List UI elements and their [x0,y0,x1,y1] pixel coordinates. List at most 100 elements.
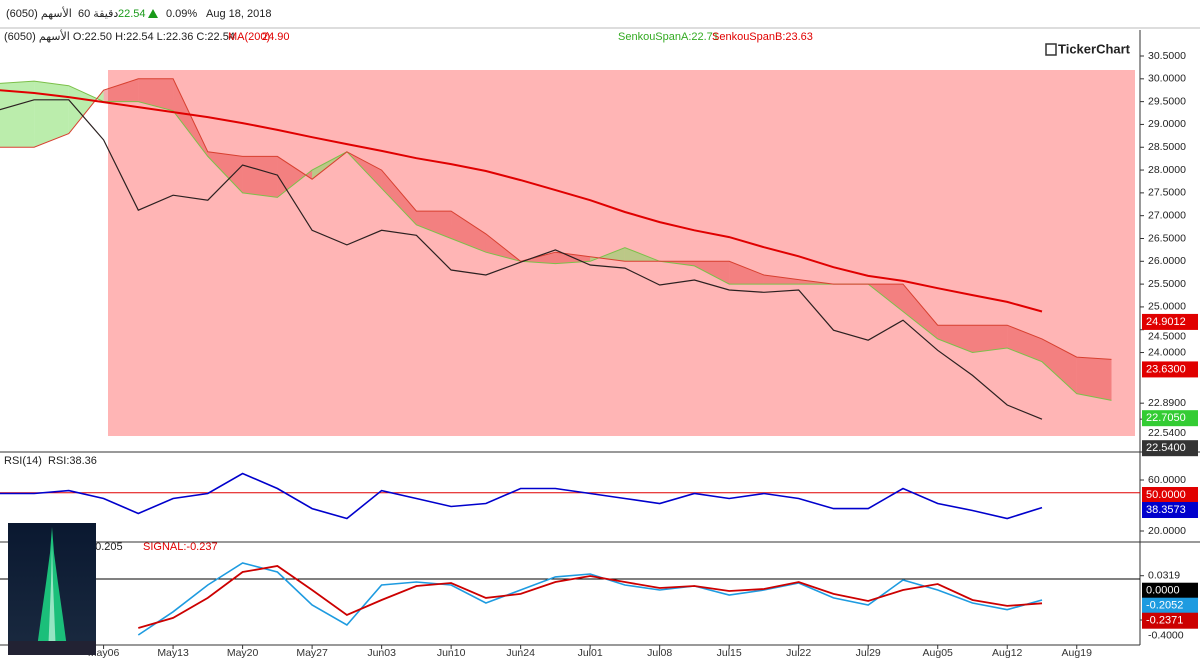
value-flag [1142,582,1198,599]
ohlc-line: الأسهم (6050) O:22.50 H:22.54 L:22.36 C:… [4,29,235,43]
tower-light [48,543,56,655]
cloud-segment [729,261,764,285]
y-tick-label: 24.5000 [1148,331,1186,343]
x-tick-label: Jun03 [367,647,396,659]
signal-value: SIGNAL:-0.237 [143,541,218,553]
indicator-line [137,562,1043,636]
cloud-segment [103,78,139,102]
symbol: الأسهم (6050) [6,6,72,20]
indicator-line [0,472,1043,520]
value-flag-label: -0.2371 [1146,615,1183,627]
x-tick-label: May13 [157,647,189,659]
y-tick-label: 27.0000 [1148,209,1186,221]
cloud-segment [763,275,799,285]
ma-label: MA(200) [228,31,270,43]
cloud-segment [242,156,278,198]
up-arrow [148,9,158,18]
x-tick-label: Jun24 [506,647,535,659]
cloud-segment [0,81,35,148]
cloud-segment [34,81,69,148]
interval: 60 دقيقة [78,8,118,20]
value-flag-label: 0.0000 [1146,585,1180,597]
y-tick-label: 28.0000 [1148,164,1186,176]
city [8,641,96,655]
x-tick-label: Jun10 [437,647,466,659]
y-tick-label: 28.5000 [1148,141,1186,153]
value-flag-label: 38.3573 [1146,504,1186,516]
y-tick-label: 27.5000 [1148,187,1186,199]
rsi-title: RSI(14) [4,455,42,467]
cloud-segment [416,211,452,239]
value-flag [1142,502,1198,519]
y-tick-label: 25.5000 [1148,278,1186,290]
x-tick-label: May20 [227,647,259,659]
cloud-segment [903,284,938,339]
y-tick-label: 22.5400 [1148,427,1186,439]
photo [8,523,96,655]
value-flag-label: 50.0000 [1146,489,1186,501]
header-bar [0,0,1200,28]
y-tick-label: 30.5000 [1148,50,1186,62]
rsi-value: RSI:38.36 [48,455,97,467]
value-flag [1142,313,1198,330]
ma-value: 24.90 [262,31,290,43]
y-tick-label: 22.8900 [1148,397,1186,409]
y-tick-label: 20.0000 [1148,525,1186,537]
x-tick-label: Aug19 [1062,647,1093,659]
cloud-segment [694,261,730,285]
x-tick-label: Jul08 [647,647,672,659]
x-tick-label: Aug12 [992,647,1023,659]
last-price: 22.54 [118,8,146,20]
senkou-span-b [0,78,1112,360]
value-flag [1142,440,1198,457]
cloud-segment [277,156,313,198]
moving-average [0,89,1043,313]
x-tick-label: Jul15 [717,647,742,659]
change: 0.09% [166,8,197,20]
date: Aug 18, 2018 [206,8,271,20]
value-flag [1142,487,1198,504]
y-tick-label: 60.0000 [1148,474,1186,486]
value-flag-label: -0.2052 [1146,600,1183,612]
cloud-segment [1007,325,1042,362]
cloud-segment [520,252,556,264]
value-flag-label: 22.7050 [1146,412,1186,424]
y-tick-label: 26.5000 [1148,232,1186,244]
value-flag-label: 22.5400 [1146,442,1186,454]
cloud-segment [207,151,243,193]
cloud-segment [937,325,973,353]
indicator-line [138,565,1043,629]
y-tick-label: 26.0000 [1148,255,1186,267]
x-tick-label: Jul22 [786,647,811,659]
y-tick-label: 24.0000 [1148,346,1186,358]
span-a-label: SenkouSpanA:22.71 [618,31,719,43]
value-flag [1142,361,1198,378]
y-tick-label: -0.4000 [1148,629,1184,641]
span-b-label: SenkouSpanB:23.63 [712,31,813,43]
x-tick-label: Aug05 [923,647,954,659]
price-line [0,99,1043,420]
cloud-segment [972,325,1008,353]
value-flag [1142,612,1198,629]
cloud-segment [1076,357,1112,401]
x-tick-label: May27 [296,647,328,659]
value-flag-label: 23.6300 [1146,363,1186,375]
value-flag [1142,597,1198,614]
y-tick-label: 25.0000 [1148,301,1186,313]
value-flag [1142,410,1198,427]
cloud-segment [451,211,486,253]
cloud-segment [138,78,174,111]
logo: TickerChart [1058,41,1131,56]
x-tick-label: Jul01 [578,647,603,659]
senkou-span-a [0,80,1112,401]
value-flag-label: 24.9012 [1146,316,1186,328]
y-tick-label: 29.0000 [1148,118,1186,130]
cloud-segment [381,170,417,225]
y-tick-label: 30.0000 [1148,73,1186,85]
y-tick-label: 0.0319 [1148,569,1180,581]
y-tick-label: 29.5000 [1148,95,1186,107]
x-tick-label: Jul29 [856,647,881,659]
logo-icon [1045,43,1057,56]
